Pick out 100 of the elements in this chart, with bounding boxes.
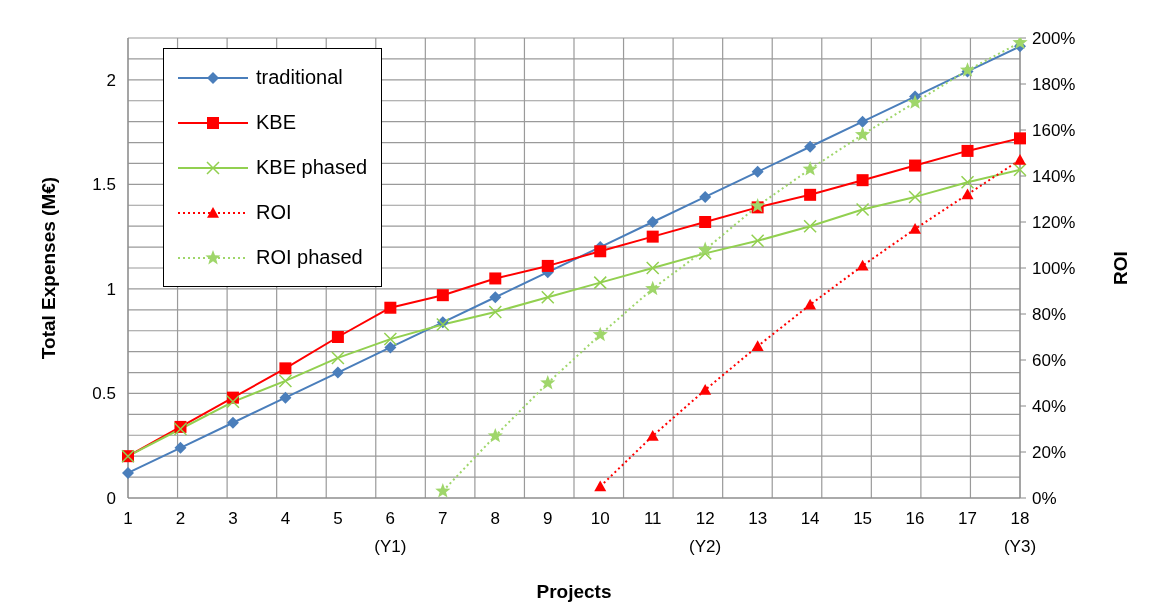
- legend-label: ROI: [256, 201, 292, 224]
- point: [908, 190, 922, 204]
- point: [489, 272, 502, 285]
- x-tick-label: 11: [643, 509, 662, 528]
- point: [226, 395, 240, 409]
- point: [384, 341, 397, 354]
- point: [750, 197, 766, 213]
- point: [751, 165, 764, 178]
- point: [750, 234, 765, 248]
- point: [331, 366, 344, 379]
- y-tick-label: 0.5: [92, 384, 116, 404]
- point: [279, 362, 292, 375]
- x-tick-label: 4: [280, 509, 291, 528]
- point: [699, 190, 712, 203]
- y2-axis-title: ROI: [1109, 251, 1131, 285]
- point: [331, 351, 345, 365]
- y2-tick-label: 80%: [1032, 305, 1067, 324]
- y-tick-label: 1.5: [92, 175, 116, 195]
- x-tick-label: 18 (Y3): [1003, 509, 1037, 556]
- point: [594, 245, 607, 258]
- point: [594, 480, 607, 492]
- point: [804, 140, 817, 153]
- point: [909, 159, 922, 172]
- point: [855, 202, 870, 217]
- y-tick-label: 1: [106, 279, 116, 299]
- point: [436, 289, 449, 302]
- point: [646, 429, 659, 441]
- point: [909, 222, 922, 234]
- y-axis-title: Total Expenses (M€): [37, 176, 59, 360]
- point: [1013, 162, 1027, 177]
- point: [961, 144, 974, 157]
- y2-tick-label: 180%: [1032, 75, 1076, 94]
- x-tick-label: 16: [905, 509, 925, 528]
- point: [907, 94, 923, 109]
- x-tick-label: 14: [800, 509, 820, 528]
- x-axis-title: Projects: [536, 581, 612, 602]
- point: [697, 241, 713, 257]
- y2-tick-label: 140%: [1032, 167, 1076, 186]
- point: [1014, 153, 1026, 165]
- point: [541, 259, 554, 272]
- x-tick-label: 1: [123, 509, 133, 528]
- y2-tick-label: 200%: [1032, 29, 1076, 48]
- point: [804, 298, 817, 310]
- point: [487, 427, 503, 443]
- x-tick-label: 8: [490, 509, 501, 528]
- point: [698, 246, 712, 261]
- y2-tick-label: 20%: [1032, 443, 1067, 462]
- point: [646, 216, 659, 228]
- point: [592, 326, 608, 342]
- x-tick-label: 9: [543, 509, 553, 528]
- point: [646, 230, 659, 243]
- y-tick-label: 2: [106, 70, 116, 90]
- x-tick-label: 7: [438, 509, 448, 528]
- point: [1014, 132, 1026, 145]
- legend-label: traditional: [256, 66, 343, 89]
- point: [645, 261, 660, 275]
- x-tick-label: 12 (Y2): [689, 509, 722, 556]
- x-tick-label: 15: [853, 509, 873, 528]
- point: [856, 174, 869, 187]
- point: [803, 219, 817, 233]
- x-tick-label: 2: [175, 509, 186, 528]
- legend-label: ROI phased: [256, 246, 363, 269]
- y2-tick-label: 40%: [1032, 397, 1067, 416]
- point: [699, 383, 712, 395]
- point: [804, 188, 817, 201]
- point: [331, 331, 344, 343]
- point: [645, 280, 661, 296]
- x-tick-label: 3: [228, 509, 238, 528]
- point: [961, 188, 974, 200]
- point: [278, 374, 293, 388]
- point: [854, 126, 871, 142]
- point: [802, 161, 818, 176]
- y2-tick-label: 160%: [1032, 121, 1076, 140]
- y-tick-label: 0: [106, 489, 116, 508]
- point: [751, 340, 764, 351]
- legend-label: KBE: [256, 111, 297, 134]
- x-tick-label: 17: [958, 509, 977, 528]
- point: [699, 216, 712, 228]
- point: [226, 416, 239, 429]
- y2-tick-label: 60%: [1032, 351, 1067, 370]
- legend-label: KBE phased: [256, 156, 368, 179]
- point: [174, 441, 187, 454]
- point: [856, 115, 869, 128]
- y2-tick-label: 100%: [1032, 259, 1076, 278]
- x-tick-label: 5: [333, 509, 343, 528]
- point: [489, 291, 502, 304]
- y2-tick-label: 120%: [1032, 213, 1076, 232]
- point: [383, 332, 398, 346]
- point: [540, 375, 556, 390]
- point: [122, 466, 134, 479]
- point: [960, 175, 975, 190]
- x-tick-label: 13: [748, 509, 768, 528]
- y2-tick-label: 0%: [1032, 489, 1057, 508]
- point: [541, 290, 555, 305]
- point: [488, 305, 503, 319]
- point: [384, 301, 397, 314]
- point: [593, 275, 607, 290]
- point: [279, 391, 292, 404]
- x-tick-label: 6 (Y1): [374, 509, 407, 556]
- point: [856, 259, 869, 271]
